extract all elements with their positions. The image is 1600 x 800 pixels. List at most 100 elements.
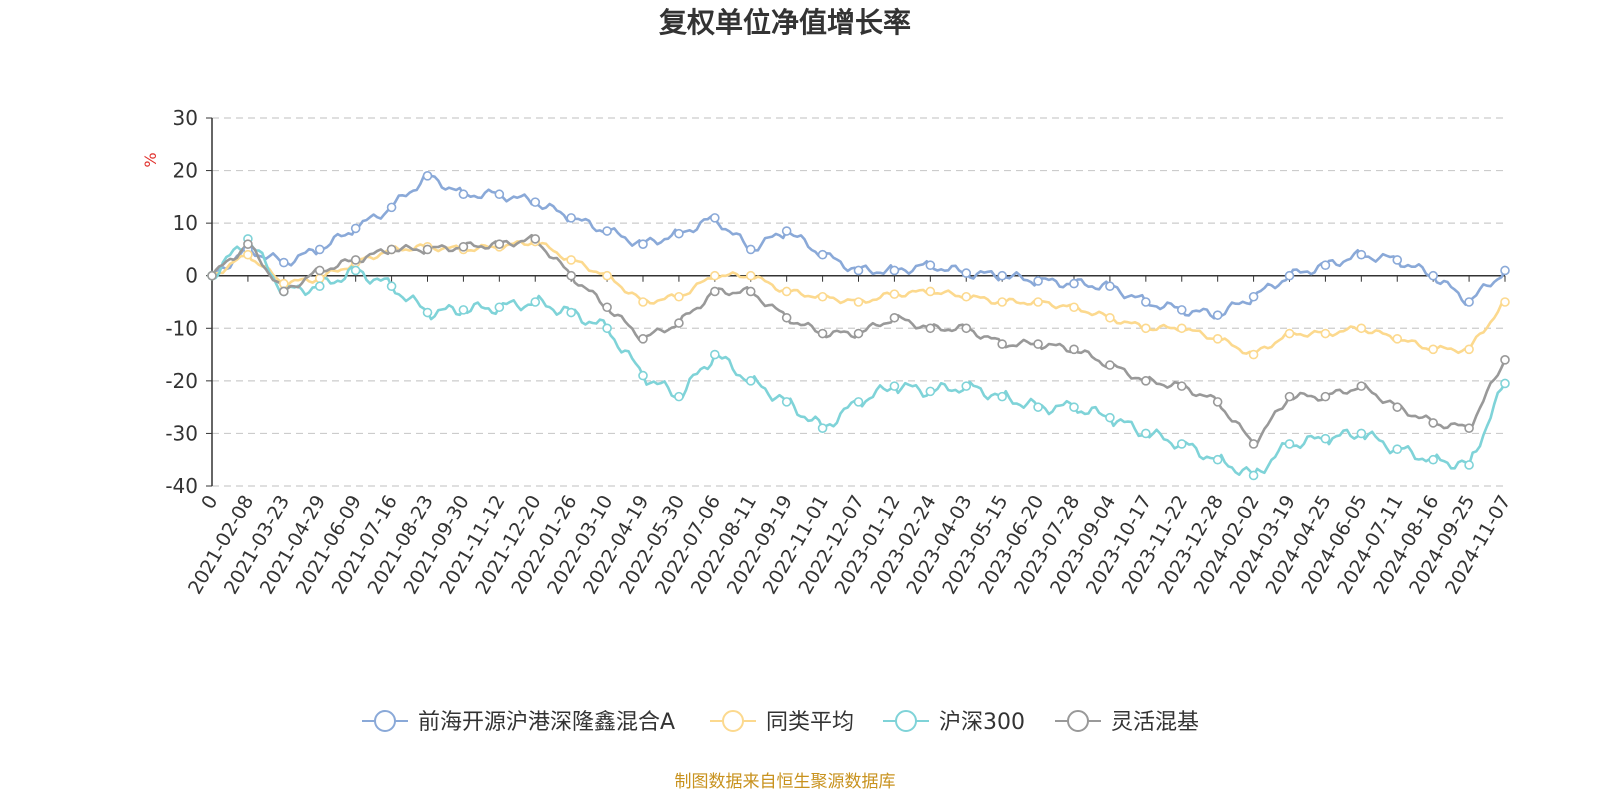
data-point	[745, 270, 756, 281]
data-point	[1284, 391, 1295, 402]
legend-circle-icon	[374, 710, 396, 732]
data-point	[1141, 323, 1151, 334]
data-point	[1176, 439, 1187, 449]
data-point	[1284, 270, 1295, 281]
data-point	[1464, 460, 1474, 470]
data-point	[1069, 402, 1079, 412]
data-point	[1500, 265, 1510, 276]
data-point	[243, 249, 253, 260]
data-point	[1428, 270, 1438, 281]
data-point	[1033, 339, 1043, 349]
data-point	[566, 255, 576, 265]
data-point	[1141, 428, 1151, 439]
data-point	[925, 260, 936, 271]
data-point	[386, 281, 397, 292]
data-point	[710, 349, 720, 360]
y-tick-label: -20	[165, 369, 198, 393]
data-point	[817, 328, 828, 339]
y-tick-label: -40	[165, 474, 198, 498]
data-point	[889, 312, 900, 323]
data-point	[602, 226, 612, 236]
y-tick-label: 0	[185, 264, 198, 288]
data-point	[422, 244, 433, 255]
data-point	[458, 242, 469, 252]
data-point	[961, 381, 972, 391]
data-point	[422, 171, 433, 181]
data-point	[1428, 454, 1438, 465]
data-point	[458, 305, 469, 315]
data-point	[566, 213, 576, 223]
data-point	[674, 318, 684, 328]
data-point	[1500, 297, 1510, 307]
legend-label: 灵活混基	[1111, 710, 1199, 735]
data-point	[386, 202, 397, 213]
data-point	[243, 239, 253, 249]
y-tick-label: 20	[173, 159, 198, 183]
legend-label: 沪深300	[939, 710, 1025, 735]
data-point	[1105, 412, 1115, 423]
data-point	[674, 291, 684, 302]
data-point	[279, 257, 289, 268]
data-point	[1069, 344, 1079, 355]
data-point	[710, 286, 720, 297]
data-point	[602, 302, 612, 313]
data-point	[961, 291, 972, 302]
data-point	[1248, 439, 1259, 449]
data-point	[1105, 312, 1115, 323]
data-point	[207, 270, 217, 281]
data-point	[1033, 276, 1043, 286]
x-tick-label: 0	[197, 492, 222, 513]
data-point	[1320, 391, 1331, 402]
data-point	[350, 265, 361, 276]
data-point	[566, 307, 576, 318]
data-point	[817, 249, 828, 260]
data-point	[1141, 297, 1151, 307]
data-point	[997, 391, 1007, 402]
data-point	[674, 228, 684, 239]
data-point	[817, 423, 828, 433]
legend-item-2[interactable]: 同类平均	[710, 710, 854, 735]
data-point	[1105, 281, 1115, 292]
data-point	[781, 286, 792, 297]
data-point	[1176, 381, 1187, 391]
data-point	[745, 286, 756, 297]
data-point	[422, 307, 433, 318]
data-point	[1248, 291, 1259, 302]
data-point	[710, 270, 720, 281]
data-point	[279, 286, 289, 297]
legend-item-4[interactable]: 灵活混基	[1055, 710, 1199, 735]
series-line-1	[211, 174, 1507, 320]
data-point	[1392, 444, 1403, 455]
data-point	[889, 289, 900, 299]
legend-item-3[interactable]: 沪深300	[883, 710, 1025, 735]
data-point	[1464, 344, 1474, 355]
data-point	[1320, 328, 1331, 339]
chart-title: 复权单位净值增长率	[659, 6, 911, 39]
data-point	[494, 239, 505, 249]
data-point	[386, 244, 397, 255]
legend-item-1[interactable]: 前海开源沪港深隆鑫混合A	[362, 710, 675, 735]
y-tick-label: 30	[173, 106, 198, 130]
data-point	[997, 297, 1007, 307]
data-point	[1176, 323, 1187, 334]
data-point	[781, 397, 792, 407]
data-point	[1212, 310, 1223, 320]
data-point	[314, 273, 325, 284]
data-point	[925, 386, 936, 397]
data-point	[602, 323, 612, 334]
data-point	[458, 189, 469, 200]
data-point	[494, 189, 505, 200]
data-point	[674, 391, 684, 402]
data-point	[745, 376, 756, 386]
legend: 前海开源沪港深隆鑫混合A 同类平均 沪深300 灵活混基	[362, 710, 1199, 735]
data-point	[638, 239, 648, 249]
data-point	[961, 268, 972, 278]
data-point	[781, 312, 792, 323]
data-point	[1500, 355, 1510, 365]
data-point	[853, 328, 864, 339]
data-point	[817, 291, 828, 302]
y-tick-label: 10	[173, 211, 198, 235]
data-point	[530, 197, 541, 207]
data-point	[314, 265, 325, 276]
data-point	[1069, 302, 1079, 313]
